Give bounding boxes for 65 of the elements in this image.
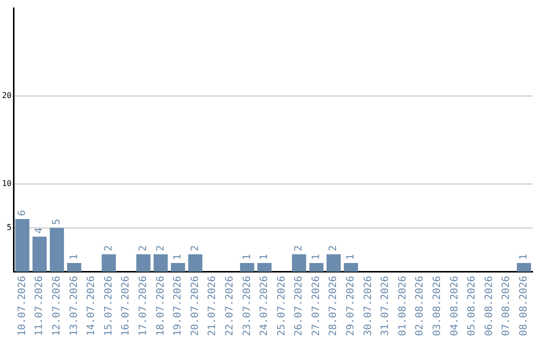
bar [516,263,532,272]
y-tick-label: 20 [2,91,12,100]
data-label: 1 [518,254,530,260]
x-tick-label: 16.07.2026 [120,276,132,336]
bar [188,254,202,272]
x-tick-label: 31.07.2026 [380,276,392,336]
x-tick-label: 14.07.2026 [86,276,98,336]
x-tick-label: 10.07.2026 [16,276,28,336]
bar [257,263,272,272]
data-label: 1 [68,254,80,260]
data-label: 1 [242,254,253,260]
data-label: 4 [34,228,46,234]
data-label: 2 [190,245,201,252]
x-tick-label: 17.07.2026 [138,276,149,336]
x-tick-label: 24.07.2026 [259,276,270,336]
data-label: 2 [103,245,114,252]
x-tick-label: 08.08.2026 [518,276,530,336]
bar [309,263,324,272]
x-tick-label: 18.07.2026 [155,276,166,336]
bar [326,254,341,272]
x-tick-label: 07.08.2026 [501,276,512,336]
x-tick-label: 30.07.2026 [362,276,374,336]
data-label: 1 [310,254,322,260]
x-tick-label: 05.08.2026 [466,276,478,336]
x-tick-label: 06.08.2026 [484,276,495,336]
bar [15,219,30,272]
bar [32,236,47,272]
bar [67,263,82,272]
bar [292,254,306,272]
x-tick-label: 03.08.2026 [432,276,444,336]
data-label: 5 [51,218,62,225]
data-label: 2 [294,245,305,252]
x-tick-label: 25.07.2026 [276,276,288,336]
data-label: 2 [328,245,340,252]
x-tick-label: 28.07.2026 [328,276,340,336]
x-tick-label: 22.07.2026 [224,276,236,336]
y-tick-label: 5 [6,222,12,232]
x-tick-label: 23.07.2026 [242,276,253,336]
x-tick-label: 02.08.2026 [414,276,426,336]
data-label: 6 [16,210,28,216]
bar [102,254,116,272]
x-tick-label: 13.07.2026 [68,276,80,336]
x-tick-label: 15.07.2026 [103,276,114,336]
x-tick-label: 11.07.2026 [34,276,46,336]
bar [240,263,254,272]
x-tick-label: 19.07.2026 [172,276,184,336]
bar [154,254,168,272]
bar [170,263,186,272]
x-tick-label: 27.07.2026 [310,276,322,336]
x-tick-label: 01.08.2026 [397,276,408,336]
data-label: 1 [172,254,184,260]
y-tick-label: 10 [2,178,12,188]
x-tick-label: 12.07.2026 [51,276,62,336]
data-label: 2 [138,245,149,252]
bar [50,228,64,272]
x-tick-label: 04.08.2026 [449,276,460,336]
x-tick-label: 20.07.2026 [190,276,201,336]
data-label: 1 [259,254,270,260]
x-tick-label: 26.07.2026 [294,276,305,336]
bar [344,263,358,272]
data-label: 2 [155,245,166,252]
x-tick-label: 29.07.2026 [346,276,357,336]
x-tick-label: 21.07.2026 [207,276,218,336]
data-label: 1 [346,254,357,260]
bar [136,254,150,272]
